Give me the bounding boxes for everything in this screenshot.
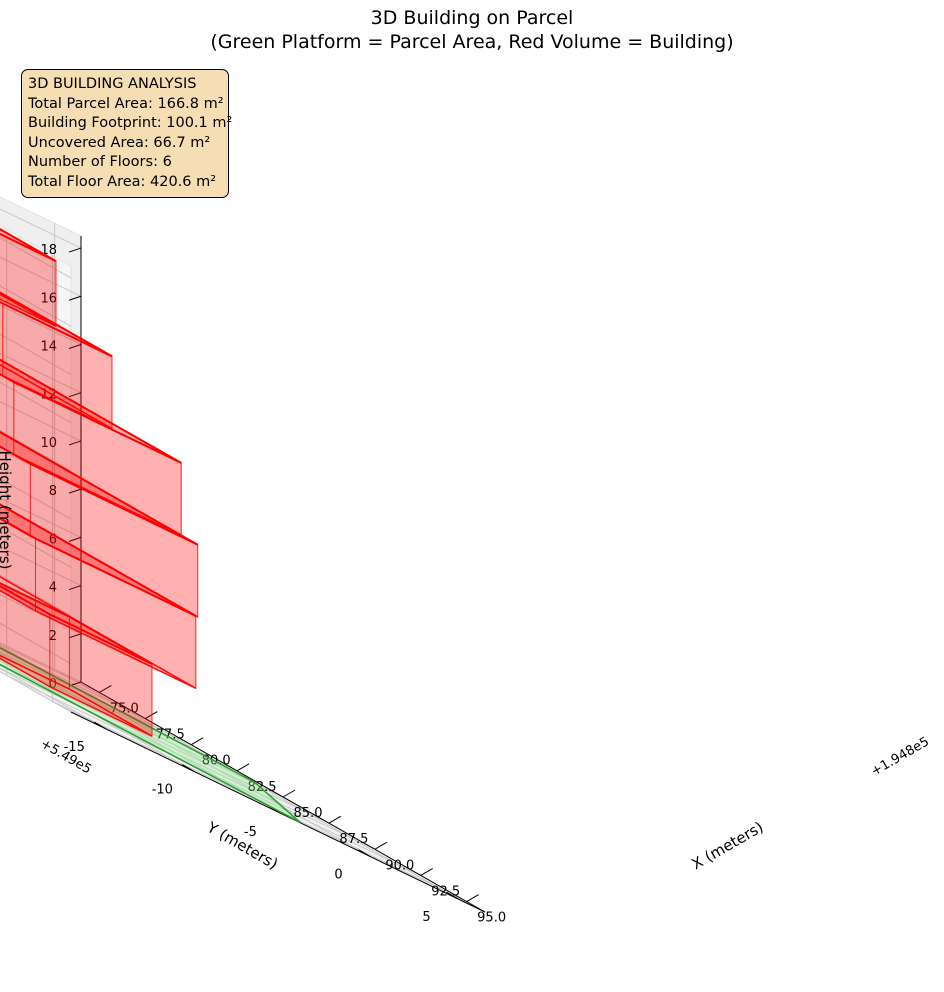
x-axis-label: X (meters) [688, 818, 766, 873]
x-tick-80.0 [190, 737, 204, 746]
z-tick-label-0: 0 [49, 677, 57, 692]
building-floor-3 [0, 430, 199, 618]
x-tick-87.5 [328, 815, 342, 824]
grid-x-85.0 [0, 659, 284, 798]
z-tick-12 [68, 392, 82, 398]
axes: 024681012141618-15-10-50575.077.580.082.… [40, 236, 506, 926]
x-tick-85.0 [282, 789, 296, 798]
floor-5-bottom-edge [0, 363, 113, 430]
grid-x-80.0 [0, 651, 192, 746]
z-axis-label: Height (meters) [0, 451, 14, 570]
x-tick-label-82.5: 82.5 [248, 780, 277, 795]
z-tick-2 [68, 633, 82, 639]
floor-5-top-edge [0, 291, 113, 358]
x-tick-label-90.0: 90.0 [385, 858, 414, 873]
z-tick-label-8: 8 [49, 484, 57, 499]
y-tick-label--10: -10 [152, 783, 173, 798]
y-tick-label-5: 5 [422, 910, 430, 925]
z-tick-16 [68, 295, 82, 301]
building-floor-5 [0, 291, 113, 430]
y-tick-label--15: -15 [64, 740, 85, 755]
y-tick-0 [358, 849, 371, 858]
grid-y--10 [0, 660, 195, 773]
z-tick-label-4: 4 [49, 581, 57, 596]
z-tick-label-10: 10 [40, 436, 57, 451]
x-tick-90.0 [374, 841, 388, 850]
info-floors: Number of Floors: 6 [28, 154, 172, 170]
z-tick-label-6: 6 [49, 532, 57, 547]
floor-6-top-edge [0, 228, 57, 263]
floor-2-bottom-edge [0, 575, 197, 690]
grid-y-0 [0, 645, 371, 858]
building-floor-1 [0, 582, 153, 737]
x-tick-label-95.0: 95.0 [477, 911, 506, 926]
building-floor-4 [0, 358, 182, 537]
x-tick-label-87.5: 87.5 [339, 832, 368, 847]
pane-right-wall [0, 225, 72, 713]
x-tick-label-75.0: 75.0 [110, 701, 139, 716]
chart-title: 3D Building on Parcel (Green Platform = … [0, 6, 944, 54]
z-tick-label-2: 2 [49, 629, 57, 644]
z-tick-14 [68, 344, 82, 349]
x-tick-label-85.0: 85.0 [294, 806, 323, 821]
z-tick-label-12: 12 [40, 388, 57, 403]
info-uncovered: Uncovered Area: 66.7 m² [28, 134, 211, 151]
floor-1-bottom-edge [0, 654, 153, 737]
x-offset-label: +1.948e5 [869, 734, 932, 779]
info-parcel-area: Total Parcel Area: 166.8 m² [28, 95, 224, 112]
info-footprint: Building Footprint: 100.1 m² [28, 115, 233, 131]
y-axis-label: Y (meters) [203, 818, 281, 873]
z-tick-6 [68, 536, 82, 542]
title-line-1: 3D Building on Parcel [370, 7, 574, 29]
y-tick-label--5: -5 [244, 825, 257, 840]
x-tick-label-92.5: 92.5 [431, 884, 460, 899]
z-tick-10 [68, 440, 82, 446]
title-line-2: (Green Platform = Parcel Area, Red Volum… [210, 31, 734, 53]
floor-6-bottom-edge [0, 293, 57, 327]
x-tick-95.0 [466, 894, 479, 902]
z-tick-label-16: 16 [40, 291, 57, 306]
z-tick-8 [68, 488, 82, 494]
x-tick-82.5 [236, 763, 250, 772]
y-tick--15 [93, 721, 107, 730]
z-tick-label-14: 14 [40, 339, 57, 354]
building-floor-6 [0, 228, 57, 328]
z-tick-4 [68, 585, 82, 591]
y-tick--10 [182, 764, 195, 773]
grid-x-90.0 [0, 667, 376, 850]
info-heading: 3D BUILDING ANALYSIS [28, 76, 197, 92]
floor-4-top-edge [0, 358, 182, 464]
grid-x-82.5 [0, 655, 238, 772]
building-volume [0, 228, 199, 737]
z-tick-18 [68, 247, 82, 253]
floor-4-bottom-edge [0, 431, 182, 537]
grid-y--5 [0, 652, 283, 815]
x-tick-77.5 [145, 711, 158, 720]
x-tick-92.5 [420, 867, 433, 876]
y-tick-label-0: 0 [334, 868, 342, 883]
grid-x-87.5 [0, 663, 330, 824]
y-tick-5 [446, 891, 459, 900]
x-tick-label-77.5: 77.5 [156, 728, 185, 743]
info-floor-area: Total Floor Area: 420.6 m² [28, 173, 217, 190]
x-tick-75.0 [99, 685, 112, 693]
analysis-info-box: 3D BUILDING ANALYSIS Total Parcel Area: … [21, 69, 233, 198]
floor-3-bottom-edge [0, 503, 199, 618]
floor-3-top-edge [0, 430, 199, 546]
